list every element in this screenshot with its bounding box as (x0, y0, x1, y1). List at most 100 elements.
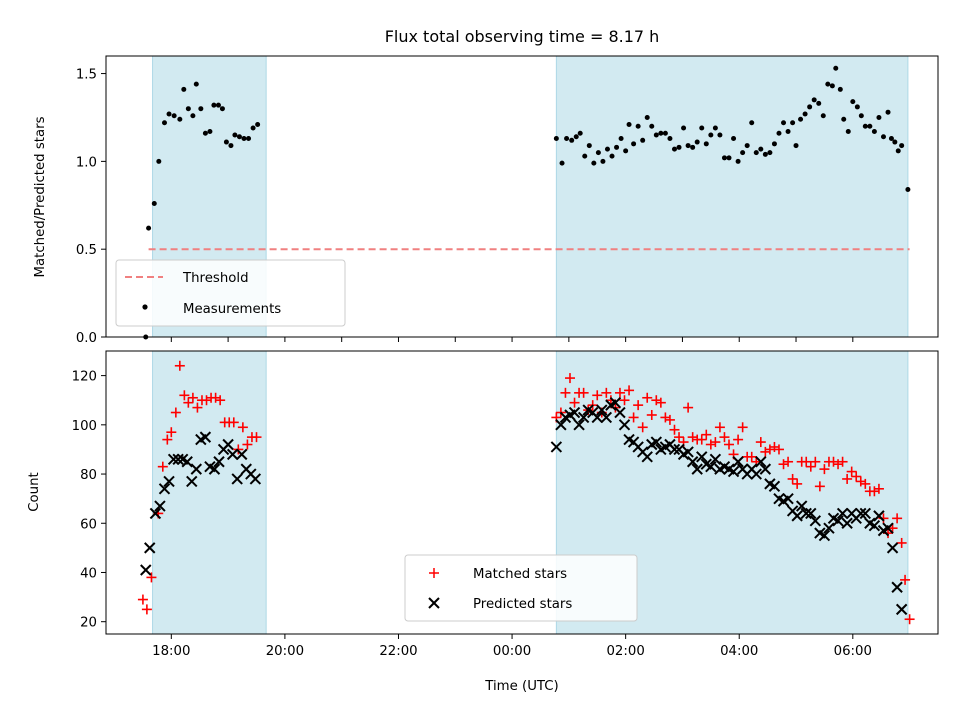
measurement-point (649, 123, 655, 129)
measurement-point (582, 153, 588, 159)
matched-star-point (705, 439, 716, 450)
matched-star-point (846, 466, 857, 477)
measurement-point (600, 158, 606, 164)
measurement-point (885, 109, 891, 115)
matched-star-point (674, 432, 685, 443)
matched-star-point (601, 387, 612, 398)
matched-star-point (179, 390, 190, 401)
measurement-point (177, 116, 183, 122)
measurement-point (793, 143, 799, 149)
ratio-series (143, 65, 911, 340)
y-tick-label: 1.5 (76, 68, 97, 83)
matched-star-point (162, 434, 173, 445)
measurement-point (614, 144, 620, 150)
measurement-point (833, 65, 839, 71)
measurement-point (662, 130, 668, 136)
predicted-star-point (573, 419, 585, 431)
measurement-point (676, 144, 682, 150)
measurement-point (250, 125, 256, 131)
matched-star-point (614, 387, 625, 398)
measurement-point (228, 143, 234, 149)
predicted-star-point (591, 411, 603, 424)
predicted-star-point (208, 463, 221, 475)
predicted-star-point (550, 441, 563, 453)
y-tick-label: 0.5 (76, 243, 97, 258)
measurement-point (586, 143, 592, 149)
predicted-star-point (577, 411, 590, 424)
matched-star-point (714, 422, 725, 433)
measurement-point (569, 137, 575, 143)
measurement-point (591, 160, 597, 166)
matched-star-point (624, 385, 635, 396)
matched-star-point (664, 414, 675, 425)
measurement-point (146, 225, 152, 231)
predicted-star-point (818, 529, 831, 542)
x-tick-label: 04:00 (720, 644, 758, 659)
predicted-star-point (555, 419, 567, 431)
measurement-point (867, 123, 873, 129)
measurement-point (690, 144, 696, 150)
predicted-star-point (759, 463, 772, 475)
measurement-point (820, 113, 826, 119)
predicted-star-point (732, 456, 744, 468)
predicted-star-point (832, 515, 844, 527)
measurement-point (712, 125, 718, 131)
measurement-point (703, 141, 709, 147)
predicted-star-point (641, 451, 653, 463)
measurement-point (631, 141, 637, 147)
measurements-legend-label: Measurements (183, 302, 281, 317)
matched-star-point (819, 464, 830, 475)
predicted-star-point (750, 468, 762, 480)
measurement-point (744, 143, 750, 149)
measurement-point (151, 201, 157, 207)
matched-star-point (769, 441, 780, 452)
matched-star-point (637, 422, 648, 433)
matched-star-point (833, 459, 844, 470)
predicted-star-point (186, 475, 198, 488)
matched-star-point (851, 471, 862, 482)
matched-star-point (157, 461, 168, 472)
matched-star-point (183, 397, 194, 408)
matched-star-point (210, 392, 221, 403)
matched-star-point (787, 473, 798, 484)
measurement-point (845, 129, 851, 135)
chart-title: Flux total observing time = 8.17 h (385, 27, 660, 46)
predicted-star-point (800, 507, 812, 520)
predicted-star-point (149, 507, 162, 520)
measurement-point (232, 132, 238, 138)
measurement-point (604, 146, 610, 152)
predicted-star-point (859, 507, 872, 520)
matched-star-point (251, 432, 262, 443)
x-tick-label: 20:00 (266, 644, 304, 659)
measurement-point (626, 121, 632, 127)
predicted-star-point (618, 419, 631, 431)
predicted-star-point (882, 522, 894, 534)
matched-star-point (860, 478, 871, 489)
predicted-star-point (823, 522, 835, 534)
threshold-legend-label: Threshold (182, 271, 249, 286)
matched-star-point (764, 444, 775, 455)
measurement-point (841, 116, 847, 122)
counts-series (137, 360, 915, 625)
predicted-star-point (805, 507, 817, 520)
y-tick-label: 0.0 (76, 331, 97, 346)
matched-star-point (778, 459, 789, 470)
predicted-star-point (158, 483, 171, 495)
matched-star-point (696, 434, 707, 445)
predicted-star-point (213, 456, 225, 468)
predicted-star-point (163, 475, 175, 488)
measurement-point (735, 158, 741, 164)
predicted-star-point (873, 510, 885, 522)
matched-star-point (892, 513, 903, 524)
matched-star-point (710, 437, 721, 448)
matched-star-point (642, 392, 653, 403)
matched-star-point (855, 476, 866, 487)
predicted-star-point (668, 443, 681, 456)
counts-y-axis-label: Count (27, 472, 42, 512)
matched-star-point (237, 422, 248, 433)
matched-star-point (646, 409, 657, 420)
matched-star-point (578, 387, 589, 398)
ratio-legend: Threshold Measurements (115, 259, 346, 327)
predicted-star-point (795, 500, 808, 512)
measurement-point (888, 136, 894, 142)
